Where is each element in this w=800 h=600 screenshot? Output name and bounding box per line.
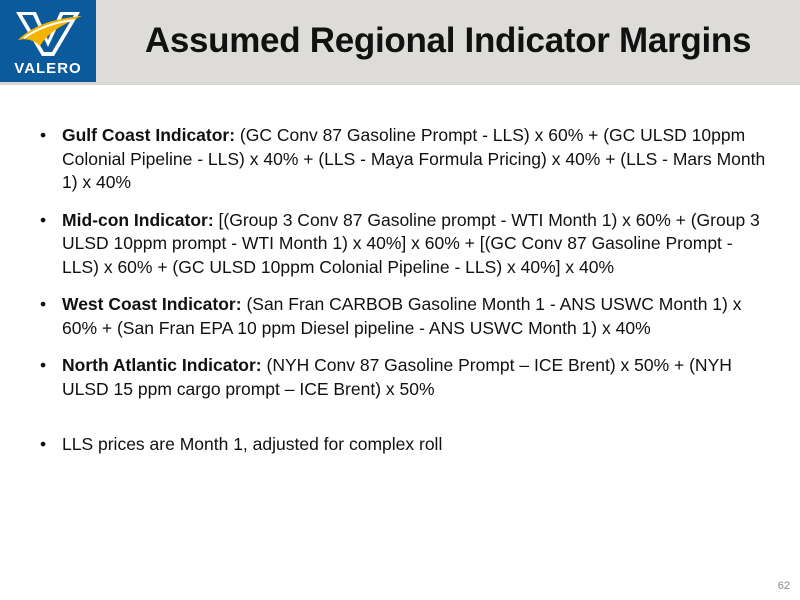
bullet-heading: Mid-con Indicator: bbox=[62, 209, 214, 230]
bullet-dot-icon bbox=[40, 354, 54, 378]
bullet-heading: West Coast Indicator: bbox=[62, 294, 242, 314]
bullet-heading: Gulf Coast Indicator: bbox=[62, 125, 236, 145]
bullet-mid-con: Mid-con Indicator: [(Group 3 Conv 87 Gas… bbox=[40, 209, 770, 280]
bullet-dot-icon bbox=[40, 124, 54, 148]
bullet-note: LLS prices are Month 1, adjusted for com… bbox=[40, 433, 770, 457]
bullet-list: Gulf Coast Indicator: (GC Conv 87 Gasoli… bbox=[40, 124, 770, 471]
bullet-text: (NYH Conv 87 Gasoline Prompt – ICE Brent… bbox=[62, 355, 732, 399]
bullet-north-atlantic: North Atlantic Indicator: (NYH Conv 87 G… bbox=[40, 354, 770, 401]
bullet-gulf-coast: Gulf Coast Indicator: (GC Conv 87 Gasoli… bbox=[40, 124, 770, 195]
bullet-dot-icon bbox=[40, 209, 54, 233]
bullet-text: [(Group 3 Conv 87 Gasoline prompt - WTI … bbox=[62, 209, 760, 277]
slide-title: Assumed Regional Indicator Margins bbox=[144, 21, 752, 60]
page-number: 62 bbox=[777, 580, 790, 592]
bullet-west-coast: West Coast Indicator: (San Fran CARBOB G… bbox=[40, 293, 770, 340]
valero-logo: VALERO bbox=[0, 0, 96, 82]
bullet-text: (San Fran CARBOB Gasoline Month 1 - ANS … bbox=[62, 294, 742, 338]
bullet-dot-icon bbox=[40, 433, 54, 457]
header-band bbox=[0, 0, 800, 82]
bullet-text: (GC Conv 87 Gasoline Prompt - LLS) x 60%… bbox=[62, 125, 766, 192]
valero-logo-icon: VALERO bbox=[0, 0, 96, 82]
bullet-dot-icon bbox=[40, 293, 54, 317]
bullet-heading: North Atlantic Indicator: bbox=[62, 355, 262, 375]
bullet-text: LLS prices are Month 1, adjusted for com… bbox=[62, 434, 443, 454]
logo-wordmark: VALERO bbox=[14, 60, 81, 77]
header-divider bbox=[0, 82, 800, 85]
